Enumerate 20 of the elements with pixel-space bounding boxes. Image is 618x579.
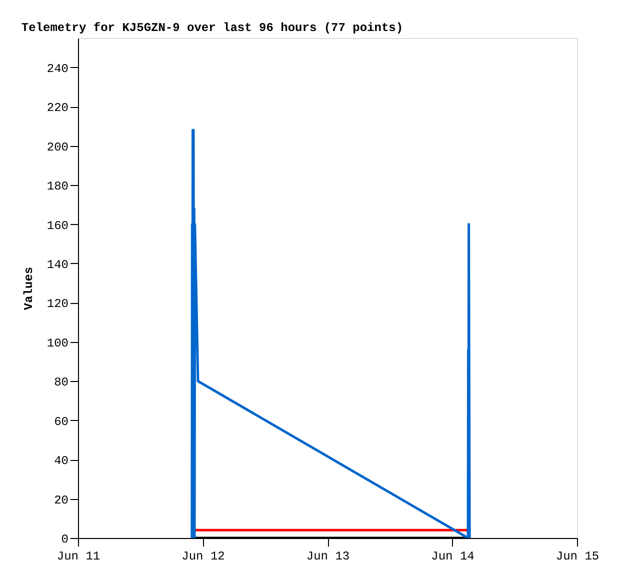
x-tick-label: Jun 15 <box>556 550 600 564</box>
y-tick-label: 240 <box>46 62 68 76</box>
y-tick-label: 0 <box>61 532 68 546</box>
y-tick-label: 160 <box>46 218 68 233</box>
y-tick-label: 20 <box>54 493 68 508</box>
x-tick-label: Jun 13 <box>306 550 350 564</box>
y-tick-label: 200 <box>46 140 68 154</box>
y-axis-title: Values <box>22 266 36 310</box>
x-tick-label: Jun 11 <box>56 550 100 564</box>
y-tick-label: 40 <box>54 454 68 468</box>
y-tick-label: 80 <box>54 376 68 390</box>
y-tick-label: 60 <box>54 414 68 429</box>
chart-title: Telemetry for KJ5GZN-9 over last 96 hours (77 points) <box>21 21 404 35</box>
x-tick-label: Jun 14 <box>431 550 474 564</box>
x-tick-label: Jun 12 <box>182 550 225 564</box>
y-tick-label: 140 <box>46 258 68 272</box>
y-tick-label: 220 <box>46 101 68 116</box>
y-tick-label: 180 <box>46 180 68 194</box>
y-tick-label: 100 <box>46 336 68 350</box>
y-tick-label: 120 <box>46 297 68 312</box>
